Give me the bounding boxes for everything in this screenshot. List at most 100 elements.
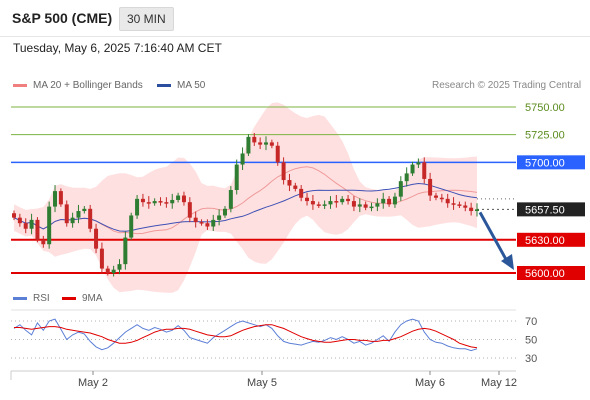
9ma-legend-label: 9MA bbox=[82, 293, 103, 304]
candle-body bbox=[205, 223, 210, 227]
candle-body bbox=[140, 198, 145, 203]
candle-body bbox=[117, 264, 122, 270]
rsi-tick-50: 50 bbox=[525, 335, 537, 347]
candle-body bbox=[475, 209, 479, 212]
candle-body bbox=[53, 191, 58, 207]
candle-body bbox=[41, 239, 46, 245]
9ma-swatch bbox=[62, 296, 76, 300]
candle-body bbox=[187, 202, 192, 218]
legend-ma20: MA 20 + Bollinger Bands bbox=[13, 80, 143, 91]
timeframe-button[interactable]: 30 MIN bbox=[119, 7, 174, 31]
candle-body bbox=[299, 188, 304, 198]
candle-body bbox=[305, 197, 310, 202]
candle-body bbox=[35, 219, 40, 240]
bollinger-band-area bbox=[14, 102, 477, 293]
x-tick-label: May 2 bbox=[78, 377, 108, 389]
candle-body bbox=[269, 142, 274, 146]
candle-body bbox=[363, 204, 368, 208]
candle-body bbox=[445, 198, 450, 204]
candle-body bbox=[111, 269, 116, 273]
candle-body bbox=[170, 199, 175, 204]
instrument-title: S&P 500 (CME) bbox=[12, 10, 113, 26]
candle-body bbox=[94, 228, 99, 249]
candle-body bbox=[387, 198, 392, 205]
candle-body bbox=[346, 198, 351, 202]
copyright-notice: Research © 2025 Trading Central bbox=[432, 80, 582, 91]
candle-body bbox=[246, 136, 251, 154]
candle-body bbox=[17, 217, 22, 224]
candle-body bbox=[82, 208, 87, 212]
candle-body bbox=[433, 195, 438, 198]
candle-body bbox=[211, 219, 216, 227]
candle-body bbox=[451, 203, 456, 205]
ma20-swatch bbox=[13, 83, 27, 87]
candle-body bbox=[199, 222, 204, 224]
last-price-label: 5657.50 bbox=[525, 204, 565, 216]
last-price-tag bbox=[517, 202, 585, 217]
target-label-5750-00: 5750.00 bbox=[525, 102, 565, 114]
candle-body bbox=[398, 181, 403, 197]
support-tag-5630-00 bbox=[517, 232, 585, 247]
resistance-label-5700-00: 5700.00 bbox=[525, 157, 565, 169]
candle-body bbox=[12, 213, 16, 218]
candle-body bbox=[469, 207, 474, 212]
candle-body bbox=[310, 201, 315, 205]
support-label-5630-00: 5630.00 bbox=[525, 235, 565, 247]
candle-body bbox=[463, 205, 468, 208]
rsi-legend-label: RSI bbox=[33, 293, 50, 304]
candle-body bbox=[88, 208, 93, 229]
ma20-legend-label: MA 20 + Bollinger Bands bbox=[33, 80, 143, 91]
candle-body bbox=[99, 248, 104, 269]
candle-body bbox=[64, 204, 69, 224]
candle-body bbox=[222, 208, 227, 216]
ma50-legend-label: MA 50 bbox=[177, 80, 206, 91]
candle-body bbox=[76, 211, 81, 218]
support-tag-5600-00 bbox=[517, 266, 585, 280]
candle-body bbox=[181, 195, 186, 203]
candle-body bbox=[193, 217, 198, 223]
timestamp: Tuesday, May 6, 2025 7:16:40 AM CET bbox=[13, 41, 222, 55]
target-label-5725-00: 5725.00 bbox=[525, 130, 565, 142]
projection-arrow-shaft bbox=[478, 211, 510, 264]
support-label-5600-00: 5600.00 bbox=[525, 268, 565, 280]
chart-header: S&P 500 (CME) 30 MIN bbox=[0, 0, 590, 37]
candle-body bbox=[328, 201, 333, 205]
candle-body bbox=[164, 202, 169, 204]
candle-body bbox=[392, 196, 397, 205]
candle-body bbox=[404, 173, 409, 182]
x-tick-label: May 5 bbox=[247, 377, 277, 389]
candle-body bbox=[351, 201, 356, 207]
candle-body bbox=[123, 237, 128, 265]
candle-body bbox=[240, 153, 245, 165]
candle-body bbox=[258, 142, 263, 145]
candle-body bbox=[70, 217, 75, 224]
candle-body bbox=[287, 180, 292, 186]
legend-rsi: RSI bbox=[13, 293, 50, 304]
ma50-swatch bbox=[157, 83, 171, 87]
candle-body bbox=[234, 164, 239, 190]
projection-arrow-head bbox=[501, 254, 514, 270]
candles-group bbox=[12, 133, 479, 277]
rsi-swatch bbox=[13, 296, 27, 300]
candle-body bbox=[428, 178, 433, 196]
rsi-tick-30: 30 bbox=[525, 353, 537, 365]
candle-body bbox=[410, 164, 415, 174]
candle-body bbox=[316, 204, 321, 206]
candle-body bbox=[252, 136, 257, 143]
candle-body bbox=[293, 185, 298, 189]
candle-body bbox=[381, 198, 386, 204]
candle-body bbox=[457, 204, 462, 206]
candle-body bbox=[152, 201, 157, 204]
rsi-tick-70: 70 bbox=[525, 316, 537, 328]
candle-body bbox=[129, 215, 134, 238]
candle-body bbox=[105, 268, 110, 273]
candle-body bbox=[176, 195, 181, 200]
candle-body bbox=[281, 162, 286, 181]
legend-9ma: 9MA bbox=[62, 293, 103, 304]
candle-body bbox=[340, 198, 345, 203]
candle-body bbox=[422, 162, 427, 179]
candle-body bbox=[416, 162, 421, 165]
candle-body bbox=[23, 223, 28, 229]
rsi-9ma-line bbox=[14, 324, 478, 349]
